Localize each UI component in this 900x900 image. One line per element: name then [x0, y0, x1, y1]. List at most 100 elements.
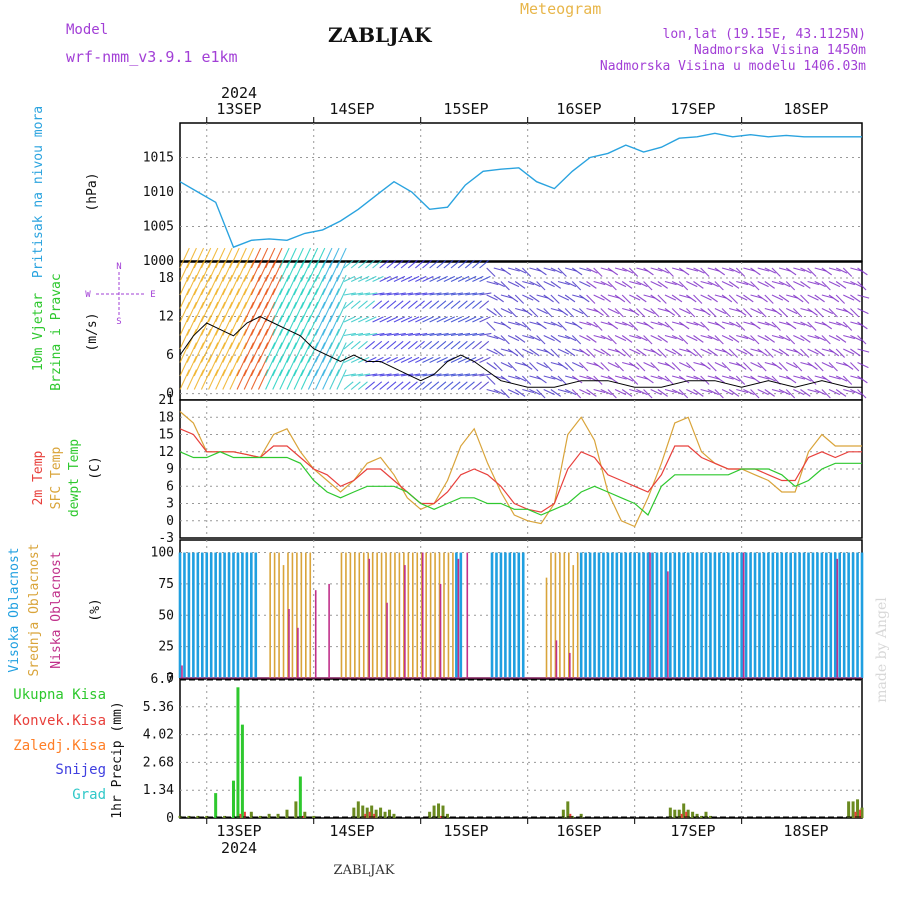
- wind-arrow: [600, 281, 612, 288]
- wind-arrow: [436, 275, 448, 282]
- cloud-bar: [178, 552, 182, 678]
- cloud-bar: [389, 552, 392, 678]
- wind-arrow: [358, 292, 371, 296]
- wind-arrow: [629, 334, 642, 340]
- wind-arrow: [721, 335, 734, 342]
- wind-arrow: [500, 294, 513, 299]
- wind-arrow: [629, 388, 642, 394]
- wind-arrow: [828, 375, 841, 380]
- wind-arrow: [771, 334, 784, 340]
- temp-tick-label: 15: [158, 428, 174, 443]
- wind-arrow: [728, 294, 739, 304]
- cloud-bar: [593, 552, 596, 678]
- wind-arrow: [250, 355, 262, 377]
- wind-arrow: [807, 308, 818, 316]
- wind-arrow: [186, 328, 197, 350]
- wind-arrow: [821, 348, 834, 353]
- wind-arrow: [322, 261, 333, 282]
- cloud-bar: [183, 552, 186, 678]
- precip-tick-label: 4.02: [143, 728, 174, 743]
- wind-arrow: [529, 308, 539, 318]
- wind-arrow: [700, 280, 713, 286]
- wind-arrow: [493, 321, 506, 326]
- wind-arrow: [250, 342, 262, 363]
- wind-arrow: [835, 281, 847, 289]
- wind-arrow: [621, 267, 634, 274]
- wind-arrow: [208, 288, 219, 309]
- wind-arrow: [422, 316, 434, 323]
- wind-arrow: [300, 261, 312, 282]
- cloud-bar: [646, 552, 650, 678]
- wind-arrow: [778, 321, 791, 326]
- wind-arrow: [572, 308, 584, 315]
- wind-arrow: [243, 355, 254, 377]
- wind-arrow: [564, 294, 576, 303]
- wind-arrow: [807, 375, 817, 385]
- wind-arrow: [850, 308, 860, 318]
- wind-arrow: [757, 267, 770, 272]
- cloud-bar: [232, 552, 235, 678]
- wind-arrow: [579, 281, 591, 288]
- wind-arrow: [193, 328, 205, 350]
- precip-bar: [708, 815, 712, 818]
- cloud-bar: [667, 571, 669, 678]
- wind-arrow: [807, 280, 820, 286]
- wind-arrow: [215, 315, 226, 336]
- wind-arrow: [257, 274, 269, 296]
- wind-arrow: [550, 389, 562, 397]
- wind-arrow: [650, 375, 663, 380]
- wind-arrow: [250, 261, 262, 282]
- wind-arrow: [343, 356, 356, 363]
- wind-arrow: [357, 259, 368, 269]
- wind-arrow: [379, 275, 391, 282]
- wind-arrow: [764, 321, 776, 328]
- wind-arrow: [293, 274, 304, 296]
- wind-arrow: [208, 355, 219, 377]
- cloud-bar: [282, 565, 285, 678]
- wind-arrow: [386, 332, 399, 337]
- wind-arrow: [514, 294, 525, 304]
- wind-arrow: [236, 328, 247, 350]
- wind-arrow: [336, 261, 347, 282]
- wind-arrow: [757, 375, 770, 380]
- wind-arrow: [243, 261, 254, 282]
- wind-arrow: [735, 308, 747, 316]
- wind-arrow: [400, 332, 414, 337]
- cloud-panel-labels: Visoka Oblacnost Srednja Oblacnost Niska…: [7, 543, 103, 676]
- wind-arrow: [300, 274, 312, 296]
- wind-arrow: [415, 356, 427, 363]
- wind-arrow: [764, 335, 775, 343]
- wind-arrow: [721, 375, 734, 380]
- wind-arrow: [700, 321, 710, 331]
- wind-arrow: [522, 348, 534, 355]
- wind-arrow: [693, 361, 706, 367]
- wind-arrow: [236, 274, 247, 296]
- wind-arrow: [650, 321, 663, 326]
- cloud-bar: [842, 552, 846, 678]
- precip-bar: [860, 807, 864, 818]
- wind-arrow: [415, 332, 428, 337]
- wind-arrow: [814, 294, 825, 303]
- wind-arrow: [250, 274, 262, 296]
- wind-arrow: [593, 267, 603, 277]
- wind-arrow: [814, 267, 827, 272]
- bottom-year-label: 2024: [221, 839, 257, 857]
- wind-arrow: [657, 281, 668, 289]
- wind-arrow: [243, 342, 254, 363]
- wind-arrow: [579, 294, 590, 303]
- wind-arrow: [757, 362, 767, 372]
- cloud-bar: [628, 552, 632, 678]
- wind-arrow: [229, 274, 240, 296]
- wind-arrow: [372, 381, 383, 390]
- wind-arrow: [193, 315, 205, 336]
- wind-arrow: [850, 362, 860, 372]
- wind-arrow: [464, 259, 475, 269]
- wind-arrow: [307, 355, 319, 377]
- wind-arrow: [479, 356, 491, 363]
- wind-arrow: [600, 375, 613, 380]
- cloud-bar: [371, 552, 374, 678]
- wind-arrow: [286, 261, 297, 282]
- wind-arrow: [700, 348, 712, 355]
- wind-arrow: [443, 381, 454, 390]
- wind-arrow: [457, 275, 470, 282]
